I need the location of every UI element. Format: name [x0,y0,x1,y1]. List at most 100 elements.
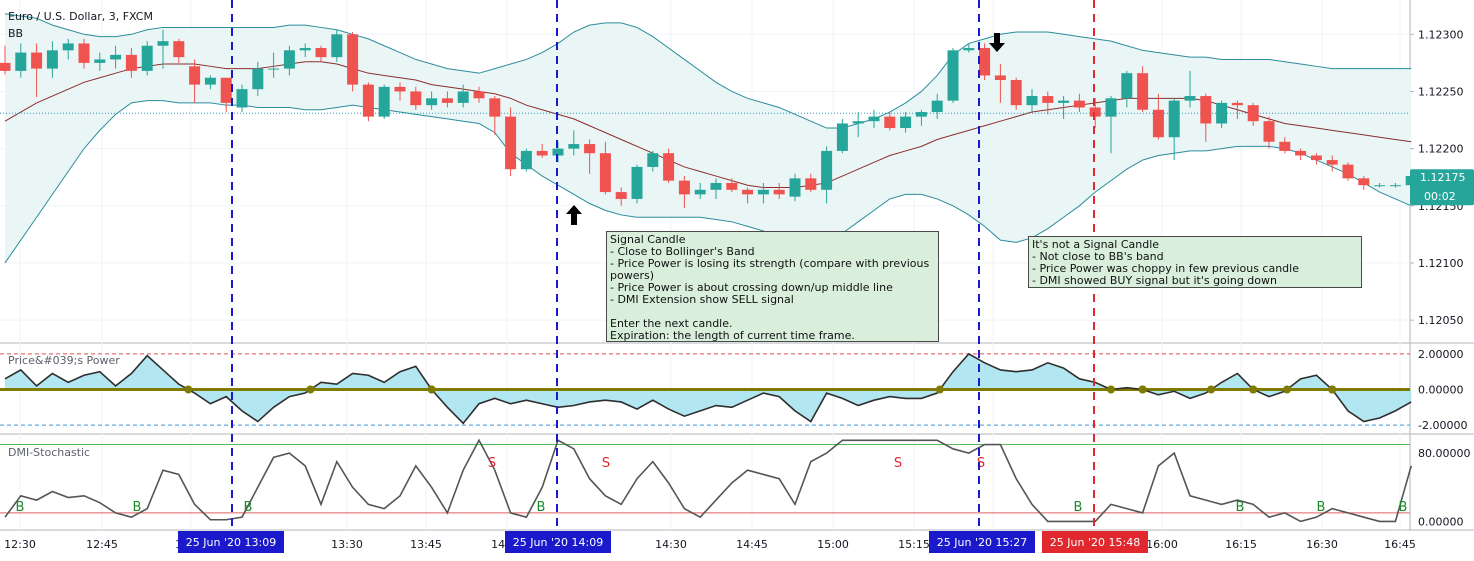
candle-body [852,121,864,124]
power-tick-label: 0.00000 [1418,384,1464,397]
bb-indicator-label[interactable]: BB [8,27,24,40]
candle-body [663,153,675,181]
power-tick-label: 2.00000 [1418,348,1464,361]
candle-body [742,189,754,195]
dmi-pane-title: DMI-Stochastic [8,446,90,459]
candle-body [1137,73,1149,110]
candle-body [1263,121,1275,142]
power-cross-dot [1328,385,1337,394]
arrow-up-icon [566,205,582,225]
candle-body [757,189,769,195]
time-label: 14:30 [655,538,687,551]
candle-body [536,150,548,156]
bb-upper-line [4,13,1412,129]
candle-body [1152,109,1164,138]
time-label: 16:30 [1306,538,1338,551]
candle-body [1326,160,1338,165]
arrows [566,33,1005,225]
candle-body [931,100,943,113]
candle-body [520,150,532,170]
dmi-signal-buy: B [133,500,142,515]
candle-body [1358,178,1370,186]
candle-body [1026,96,1038,106]
candle-body [1058,100,1070,103]
dmi-signal-sell: S [977,456,985,471]
price-axis[interactable]: 1.123001.122501.122001.121501.121001.120… [1410,28,1474,528]
candle-body [441,98,453,103]
time-tag-bg [929,531,1035,553]
time-label: 16:15 [1225,538,1257,551]
candle-body [283,50,295,69]
dmi-signal-buy: B [1399,500,1408,515]
dmi-signal-sell: S [488,456,496,471]
dmi-pane: DMI-Stochastic B B B S B S S S B B B B [0,438,1412,523]
power-cross-dot [1107,385,1115,394]
time-axis[interactable]: 12:3012:4513:0013:3013:4514:0014:3014:45… [4,531,1416,553]
candle-body [1089,107,1101,117]
time-label: 15:15 [898,538,930,551]
candle-body [378,86,390,117]
dmi-signal-sell: S [602,456,610,471]
price-tick-label: 1.12100 [1418,257,1464,270]
candle-body [773,189,785,195]
candle-body [552,148,564,156]
signal-candle-note[interactable]: Signal Candle - Close to Bollinger's Ban… [606,231,939,342]
dmi-signal-sell: S [894,456,902,471]
power-cross-dot [1207,385,1216,394]
power-cross-dot [427,385,436,394]
dmi-signal-buy: B [244,500,253,515]
candle-body [789,178,801,197]
time-tag-bg [1042,531,1148,553]
candle-body [805,178,817,190]
time-tag-label: 25 Jun '20 13:09 [186,536,276,549]
candle-body [1042,96,1054,103]
candle-body [78,43,90,63]
candle-body [821,150,833,190]
bb-basis-line [4,61,1412,189]
candle-body [631,166,643,199]
time-label: 12:30 [4,538,36,551]
candle-body [331,34,343,58]
time-label: 13:45 [410,538,442,551]
dmi-tick-label: 0.00000 [1418,515,1464,528]
dmi-signal-buy: B [1236,500,1245,515]
dmi-signal-buy: B [1317,500,1326,515]
price-tick-label: 1.12300 [1418,28,1464,41]
candle-body [505,116,517,170]
candle-body [1342,164,1354,179]
candle-body [110,54,122,60]
time-label: 16:45 [1384,538,1416,551]
last-price-tag [1410,169,1474,206]
dmi-line [4,438,1412,523]
candle-body [473,91,485,99]
candle-body [726,182,738,190]
symbol-title[interactable]: Euro / U.S. Dollar, 3, FXCM [8,10,153,23]
power-line [4,352,1412,425]
candle-body [599,153,611,193]
candle-body [299,48,311,51]
not-signal-note[interactable]: It's not a Signal Candle - Not close to … [1028,236,1362,288]
dmi-signal-buy: B [1074,500,1083,515]
power-cross-dot [1249,385,1258,394]
time-tag-label: 25 Jun '20 15:27 [937,536,1027,549]
candle-body [125,54,137,71]
candle-body [1295,150,1307,156]
power-pane-title: Price&#039;s Power [8,354,120,367]
time-tag-label: 25 Jun '20 15:48 [1050,536,1140,549]
candle-body [141,45,153,71]
candle-body [62,43,74,51]
candle-body [489,98,501,117]
candle-body [94,59,106,63]
candle-body [915,112,927,117]
candle-body [204,77,216,85]
candle-body [963,48,975,51]
last-price-label: 1.12175 [1420,171,1466,184]
power-cross-dot [184,385,193,394]
candle-body [615,192,627,199]
candle-body [1121,73,1133,99]
candle-body [1389,185,1401,187]
candle-body [1247,105,1259,122]
candle-body [189,66,201,85]
